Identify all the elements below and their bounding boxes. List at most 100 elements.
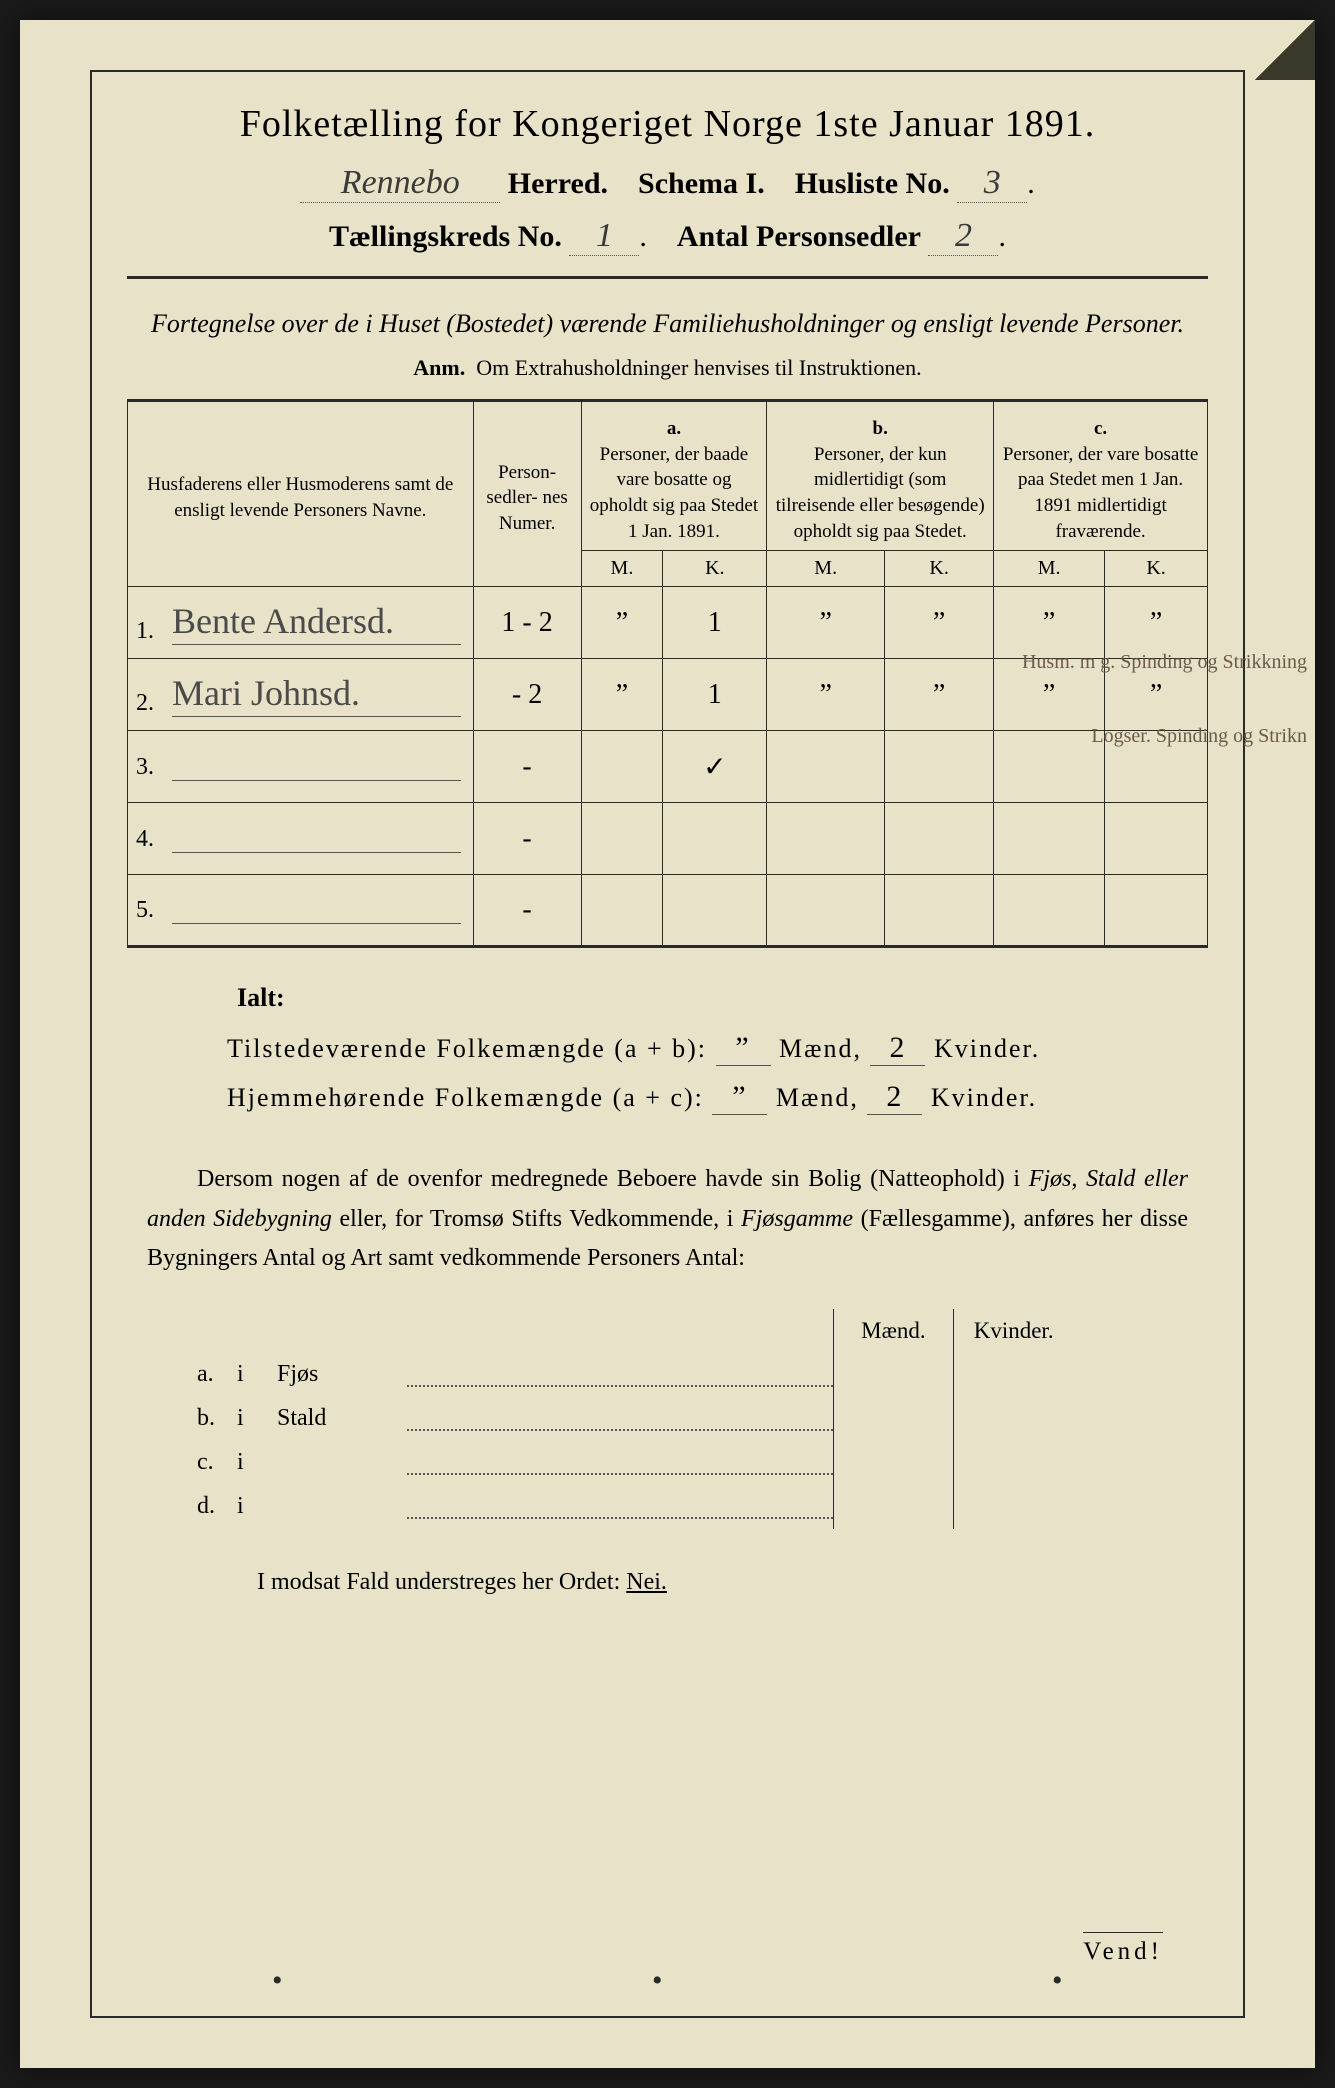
husliste-label: Husliste No.	[795, 167, 950, 200]
table-row: 3. - ✓	[128, 731, 1208, 803]
col-a-label: a.	[667, 418, 681, 439]
a-k-cell: ✓	[663, 731, 767, 803]
sidebygning-table: Mænd. Kvinder. a. i Fjøs b. i Stald c. i…	[187, 1309, 1073, 1529]
b-k-cell: ”	[885, 587, 994, 659]
col-numer: Person- sedler- nes Numer.	[473, 401, 581, 587]
c-k: K.	[1105, 551, 1208, 587]
sb-letter: c.	[187, 1441, 227, 1485]
sidebyg-row: c. i	[187, 1441, 1073, 1485]
header-line-2: Tællingskreds No. 1. Antal Personsedler …	[127, 217, 1208, 256]
c-m-cell	[994, 875, 1105, 947]
b-m-cell	[767, 731, 885, 803]
numer-cell: 1 - 2	[473, 587, 581, 659]
a-k: K.	[663, 551, 767, 587]
sb-maend-val	[833, 1353, 953, 1397]
table-row: 5. -	[128, 875, 1208, 947]
dot-mark: •	[272, 1964, 283, 1998]
numer-cell: -	[473, 875, 581, 947]
row-number: 3.	[136, 754, 166, 781]
col-c-label: c.	[1094, 418, 1107, 439]
name-cell: 5.	[128, 875, 474, 947]
ialt-line-1: Tilstedeværende Folkemængde (a + b): ” M…	[227, 1031, 1208, 1066]
sb-i: i	[227, 1485, 267, 1529]
ialt-line2-m: ”	[712, 1080, 767, 1115]
anm-text: Om Extrahusholdninger henvises til Instr…	[476, 355, 921, 380]
c-m-cell: ”	[994, 587, 1105, 659]
a-m: M.	[581, 551, 663, 587]
herred-value: Rennebo	[300, 164, 500, 203]
name-cell: 2. Mari Johnsd.	[128, 659, 474, 731]
ialt-line2-k: 2	[867, 1080, 922, 1115]
sb-maend: Mænd.	[833, 1309, 953, 1353]
b-k-cell	[885, 803, 994, 875]
a-k-cell: 1	[663, 587, 767, 659]
row-number: 5.	[136, 897, 166, 924]
table-row: 1. Bente Andersd. 1 - 2 ” 1 ” ” ” ”	[128, 587, 1208, 659]
sb-i: i	[227, 1353, 267, 1397]
ialt-section: Ialt: Tilstedeværende Folkemængde (a + b…	[227, 983, 1208, 1115]
a-m-cell: ”	[581, 587, 663, 659]
b-m-cell: ”	[767, 659, 885, 731]
a-k-cell	[663, 875, 767, 947]
sb-kvinder: Kvinder.	[953, 1309, 1073, 1353]
schema-label: Schema I.	[638, 167, 765, 200]
sb-kvinder-val	[953, 1485, 1073, 1529]
sb-maend-val	[833, 1441, 953, 1485]
kvinder-label2: Kvinder.	[931, 1083, 1037, 1112]
kvinder-label: Kvinder.	[934, 1034, 1040, 1063]
c-k-cell	[1105, 803, 1208, 875]
sb-label	[267, 1485, 407, 1529]
sb-i: i	[227, 1397, 267, 1441]
b-k: K.	[885, 551, 994, 587]
col-c-text: Personer, der vare bosatte paa Stedet me…	[1003, 444, 1199, 542]
sidebyg-row: d. i	[187, 1485, 1073, 1529]
col-b-label: b.	[873, 418, 888, 439]
ialt-line1-label: Tilstedeværende Folkemængde (a + b):	[227, 1034, 707, 1063]
sb-kvinder-val	[953, 1397, 1073, 1441]
numer-cell: - 2	[473, 659, 581, 731]
antal-value: 2	[928, 217, 998, 256]
b-k-cell	[885, 731, 994, 803]
a-m-cell	[581, 731, 663, 803]
sb-dots	[407, 1485, 833, 1529]
modsat-line: I modsat Fald understreges her Ordet: Ne…	[257, 1569, 1208, 1596]
col-b: b. Personer, der kun midlertidigt (som t…	[767, 401, 994, 551]
numer-cell: -	[473, 803, 581, 875]
herred-label: Herred.	[508, 167, 608, 200]
sb-letter: b.	[187, 1397, 227, 1441]
sb-letter: a.	[187, 1353, 227, 1397]
sb-label: Stald	[267, 1397, 407, 1441]
a-m-cell: ”	[581, 659, 663, 731]
sb-kvinder-val	[953, 1441, 1073, 1485]
nei-word: Nei.	[626, 1569, 667, 1595]
table-row: 4. -	[128, 803, 1208, 875]
c-m-cell	[994, 731, 1105, 803]
maend-label2: Mænd,	[776, 1083, 859, 1112]
inner-frame: Folketælling for Kongeriget Norge 1ste J…	[90, 70, 1245, 2018]
col-b-text: Personer, der kun midlertidigt (som tilr…	[776, 444, 985, 542]
divider	[127, 276, 1208, 279]
dot-mark: •	[652, 1964, 663, 1998]
a-k-cell: 1	[663, 659, 767, 731]
col-c: c. Personer, der vare bosatte paa Stedet…	[994, 401, 1208, 551]
header-line-1: Rennebo Herred. Schema I. Husliste No. 3…	[127, 164, 1208, 203]
a-m-cell	[581, 875, 663, 947]
husliste-value: 3	[957, 164, 1027, 203]
c-k-cell	[1105, 875, 1208, 947]
row-number: 1.	[136, 618, 166, 645]
modsat-text: I modsat Fald understreges her Ordet:	[257, 1569, 620, 1595]
row-number: 2.	[136, 690, 166, 717]
kreds-label: Tællingskreds No.	[329, 220, 562, 253]
sb-i: i	[227, 1441, 267, 1485]
sidebyg-row: b. i Stald	[187, 1397, 1073, 1441]
sb-dots	[407, 1397, 833, 1441]
ialt-line-2: Hjemmehørende Folkemængde (a + c): ” Mæn…	[227, 1080, 1208, 1115]
c-m: M.	[994, 551, 1105, 587]
b-k-cell	[885, 875, 994, 947]
sb-kvinder-val	[953, 1353, 1073, 1397]
sb-label: Fjøs	[267, 1353, 407, 1397]
name-cell: 3.	[128, 731, 474, 803]
subtitle: Fortegnelse over de i Huset (Bostedet) v…	[127, 304, 1208, 343]
c-k-cell: ”	[1105, 587, 1208, 659]
sb-maend-val	[833, 1485, 953, 1529]
